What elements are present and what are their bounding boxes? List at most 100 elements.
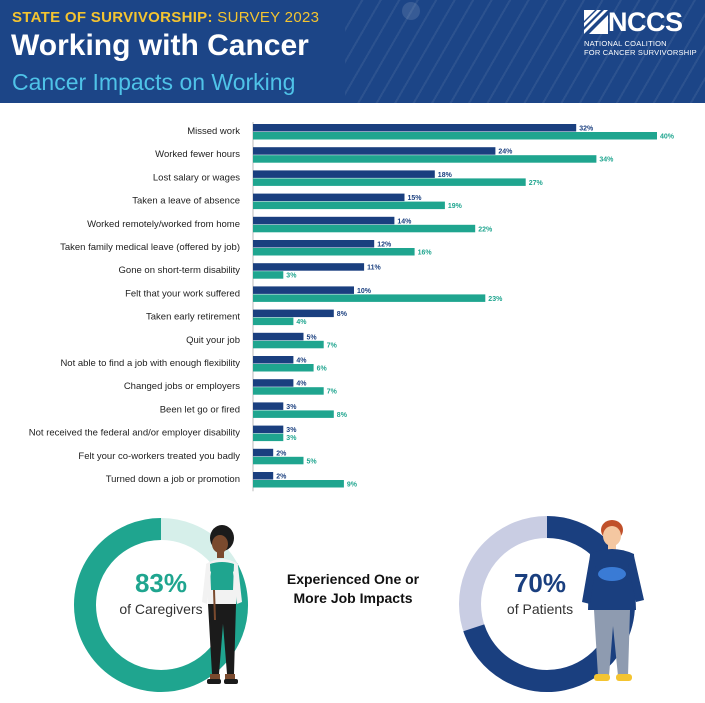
caregiver-illustration [202, 525, 242, 684]
caregiver-bar [253, 294, 486, 302]
caregiver-bar [253, 410, 334, 418]
patient-bar [253, 147, 496, 155]
patient-value-label: 2% [276, 450, 287, 457]
category-label: Taken a leave of absence [132, 196, 240, 207]
caregiver-bar [253, 480, 344, 488]
eyebrow-year: SURVEY 2023 [217, 9, 320, 26]
caregiver-bar [253, 248, 415, 256]
caregiver-value-label: 6% [317, 366, 328, 373]
patient-value-label: 10% [357, 288, 372, 295]
patient-value-label: 11% [367, 265, 381, 272]
caregiver-value-label: 27% [529, 180, 544, 187]
logo-tagline: NATIONAL COALITION FOR CANCER SURVIVORSH… [584, 39, 697, 57]
caregiver-bar [253, 271, 284, 279]
patient-value-label: 24% [498, 149, 513, 156]
caregiver-bar [253, 155, 597, 163]
patient-value-label: 18% [438, 172, 453, 179]
caregiver-bar [253, 224, 476, 233]
caregiver-value-label: 9% [347, 482, 358, 489]
logo-line-1: NATIONAL COALITION [584, 39, 667, 48]
caregiver-value-label: 3% [286, 273, 297, 280]
nccs-logo-icon [584, 10, 608, 34]
caregiver-value-label: 19% [448, 203, 463, 210]
patient-bar [253, 216, 395, 225]
caregiver-value-label: 34% [599, 157, 614, 164]
patient-value-label: 2% [276, 474, 287, 481]
patient-bar [253, 286, 354, 294]
caregiver-value-label: 3% [286, 435, 297, 442]
patient-bar [253, 448, 274, 457]
category-label: Worked remotely/worked from home [87, 219, 240, 230]
patient-value-label: 5% [307, 334, 318, 341]
category-label: Gone on short-term disability [119, 265, 241, 276]
caregiver-value-label: 7% [327, 389, 338, 396]
caregiver-value-label: 16% [418, 250, 433, 257]
patient-value-label: 3% [286, 404, 297, 411]
caregiver-bar [253, 132, 657, 140]
patients-percent: 70% [513, 568, 567, 598]
caregiver-bar [253, 364, 314, 372]
category-label: Felt your co-workers treated you badly [78, 451, 240, 462]
patient-bar [253, 402, 284, 410]
caregiver-value-label: 8% [337, 412, 348, 419]
category-label: Not able to find a job with enough flexi… [60, 358, 240, 369]
category-label: Missed work [187, 126, 240, 137]
caregiver-value-label: 4% [296, 319, 307, 326]
caregivers-percent: 83% [134, 568, 188, 598]
patients-label: of Patients [506, 601, 574, 617]
patient-bar [253, 170, 435, 178]
patient-illustration [582, 520, 644, 681]
category-label: Taken family medical leave (offered by j… [60, 242, 240, 253]
category-label: Taken early retirement [146, 312, 240, 323]
category-label: Changed jobs or employers [124, 381, 240, 392]
survey-eyebrow: STATE OF SURVIVORSHIP: SURVEY 2023 [12, 9, 319, 26]
category-label: Quit your job [186, 335, 240, 346]
caregiver-value-label: 5% [307, 458, 318, 465]
patient-bar [253, 124, 577, 132]
header-decoration [402, 2, 420, 20]
logo-wordmark: NCCS [608, 7, 683, 37]
caregiver-bar [253, 178, 526, 186]
patient-value-label: 12% [377, 242, 392, 249]
patient-value-label: 4% [296, 381, 307, 388]
patient-bar [253, 472, 274, 480]
bar-chart: Missed work 32% 40% Worked fewer hours 24% 34… [29, 122, 675, 492]
caregiver-bar [253, 340, 324, 349]
caregiver-bar [253, 387, 324, 395]
patient-bar [253, 263, 365, 271]
caregiver-bar [253, 317, 294, 326]
patient-bar [253, 240, 375, 248]
category-label: Lost salary or wages [153, 172, 240, 183]
caregiver-value-label: 22% [478, 226, 493, 233]
category-label: Turned down a job or promotion [106, 474, 240, 485]
page-subtitle: Cancer Impacts on Working [12, 69, 296, 95]
caregiver-bar [253, 201, 445, 210]
category-label: Worked fewer hours [155, 149, 240, 160]
eyebrow-bold: STATE OF SURVIVORSHIP: [12, 9, 213, 26]
summary-heading-line-2: More Job Impacts [293, 590, 413, 606]
patient-bar [253, 379, 294, 387]
patient-bar [253, 425, 284, 434]
patient-value-label: 32% [579, 126, 594, 133]
caregivers-label: of Caregivers [119, 601, 203, 617]
caregiver-bar [253, 433, 284, 442]
header-banner: STATE OF SURVIVORSHIP: SURVEY 2023 Worki… [0, 0, 705, 103]
patient-bar [253, 309, 334, 318]
patient-bar [253, 356, 294, 364]
patient-value-label: 8% [337, 311, 348, 318]
category-label: Felt that your work suffered [125, 288, 240, 299]
patient-value-label: 4% [296, 358, 307, 365]
logo-line-2: FOR CANCER SURVIVORSHIP [584, 48, 697, 57]
patient-value-label: 14% [397, 218, 412, 225]
category-label: Been let go or fired [160, 404, 240, 415]
nccs-logo: NCCS NATIONAL COALITION FOR CANCER SURVI… [584, 7, 697, 62]
caregiver-value-label: 7% [327, 342, 338, 349]
caregiver-bar [253, 456, 304, 465]
category-label: Not received the federal and/or employer… [29, 428, 240, 439]
caregiver-value-label: 23% [488, 296, 503, 303]
header-stripes [345, 0, 705, 103]
summary-heading: Experienced One or More Job Impacts [266, 570, 440, 608]
patient-bar [253, 332, 304, 341]
page-title: Working with Cancer [11, 29, 309, 62]
patient-bar [253, 193, 405, 202]
